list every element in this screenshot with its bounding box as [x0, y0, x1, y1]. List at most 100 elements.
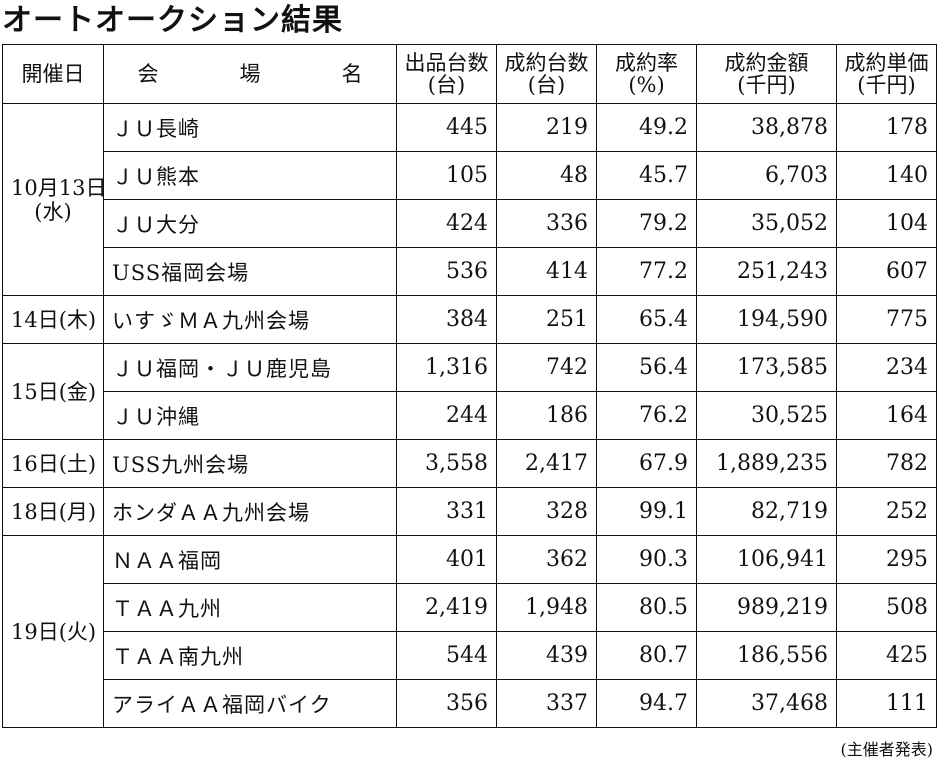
- contracted-cell: 219: [496, 103, 597, 152]
- unit-price-cell: 178: [836, 103, 937, 152]
- table-row: ＴＡＡ九州 2,419 1,948 80.5 989,219 508: [3, 583, 937, 632]
- table-row: ＪＵ熊本 105 48 45.7 6,703 140: [3, 151, 937, 200]
- amount-cell: 38,878: [696, 103, 837, 152]
- rate-cell: 56.4: [596, 343, 697, 392]
- table-row: アライＡＡ福岡バイク 356 337 94.7 37,468 111: [3, 679, 937, 728]
- venue-cell: USS福岡会場: [103, 247, 397, 296]
- listed-cell: 244: [396, 391, 497, 440]
- header-amount-unit: (千円): [737, 73, 796, 97]
- header-venue-char-2: 場: [239, 62, 261, 86]
- date-label: 14日(木): [11, 307, 97, 332]
- date-cell: 14日(木): [2, 295, 104, 344]
- amount-cell: 173,585: [696, 343, 837, 392]
- amount-cell: 82,719: [696, 487, 837, 536]
- unit-price-cell: 234: [836, 343, 937, 392]
- header-amount-label: 成約金額: [724, 51, 809, 75]
- contracted-cell: 1,948: [496, 583, 597, 632]
- listed-cell: 536: [396, 247, 497, 296]
- rate-cell: 67.9: [596, 439, 697, 488]
- source-note: (主催者発表): [840, 740, 934, 759]
- rate-cell: 94.7: [596, 679, 697, 728]
- header-date: 開催日: [2, 44, 104, 104]
- rate-cell: 80.7: [596, 631, 697, 680]
- venue-cell: ＪＵ大分: [103, 199, 397, 248]
- rate-cell: 49.2: [596, 103, 697, 152]
- table-row: 15日(金) ＪＵ福岡・ＪＵ鹿児島 1,316 742 56.4 173,585 234: [2, 343, 937, 440]
- rate-cell: 45.7: [596, 151, 697, 200]
- table-row: ＪＵ沖縄 244 186 76.2 30,525 164: [3, 391, 937, 440]
- amount-cell: 1,889,235: [696, 439, 837, 488]
- contracted-cell: 439: [496, 631, 597, 680]
- header-amount: 成約金額 (千円): [696, 44, 837, 104]
- header-rate-label: 成約率: [615, 51, 678, 75]
- venue-cell: ＮＡＡ福岡: [103, 535, 397, 584]
- amount-cell: 989,219: [696, 583, 837, 632]
- table-row: 18日(月) ホンダＡＡ九州会場 331 328 99.1 82,719 252: [2, 487, 937, 536]
- unit-price-cell: 140: [836, 151, 937, 200]
- header-contracted: 成約台数 (台): [496, 44, 597, 104]
- rate-cell: 76.2: [596, 391, 697, 440]
- venue-cell: ＪＵ長崎: [103, 103, 397, 152]
- date-cell: 16日(土): [2, 439, 104, 488]
- table-row: 10月13日 (水) ＪＵ長崎 445 219 49.2 38,878 178: [2, 103, 937, 296]
- venue-cell: ＪＵ熊本: [103, 151, 397, 200]
- venue-cell: いすゞＭＡ九州会場: [103, 295, 397, 344]
- rate-cell: 77.2: [596, 247, 697, 296]
- unit-price-cell: 607: [836, 247, 937, 296]
- table-row: 19日(火) ＮＡＡ福岡 401 362 90.3 106,941 295: [2, 535, 937, 728]
- date-label: 18日(月): [11, 499, 97, 524]
- unit-price-cell: 508: [836, 583, 937, 632]
- table-row: ＪＵ大分 424 336 79.2 35,052 104: [3, 199, 937, 248]
- amount-cell: 106,941: [696, 535, 837, 584]
- header-listed: 出品台数 (台): [396, 44, 497, 104]
- unit-price-cell: 104: [836, 199, 937, 248]
- unit-price-cell: 775: [836, 295, 937, 344]
- contracted-cell: 362: [496, 535, 597, 584]
- date-cell: 19日(火): [2, 535, 104, 728]
- date-cell: 10月13日 (水): [2, 103, 104, 296]
- contracted-cell: 414: [496, 247, 597, 296]
- date-weekday: (水): [34, 199, 72, 224]
- header-venue: 会場名: [103, 44, 397, 104]
- listed-cell: 401: [396, 535, 497, 584]
- listed-cell: 105: [396, 151, 497, 200]
- unit-price-cell: 782: [836, 439, 937, 488]
- venue-cell: アライＡＡ福岡バイク: [103, 679, 397, 728]
- date-label: 16日(土): [11, 451, 97, 476]
- header-row: 開催日 会場名 出品台数 (台) 成約台数 (台) 成約率 (%) 成約金額 (千円) …: [2, 44, 937, 104]
- amount-cell: 186,556: [696, 631, 837, 680]
- header-venue-char-1: 会: [137, 62, 159, 86]
- header-listed-label: 出品台数: [404, 51, 489, 75]
- contracted-cell: 251: [496, 295, 597, 344]
- contracted-cell: 48: [496, 151, 597, 200]
- table-row: 14日(木) いすゞＭＡ九州会場 384 251 65.4 194,590 775: [2, 295, 937, 344]
- table-row: USS福岡会場 536 414 77.2 251,243 607: [3, 247, 937, 296]
- date-label: 10月13日: [11, 175, 104, 200]
- contracted-cell: 336: [496, 199, 597, 248]
- contracted-cell: 186: [496, 391, 597, 440]
- listed-cell: 544: [396, 631, 497, 680]
- contracted-cell: 742: [496, 343, 597, 392]
- rate-cell: 80.5: [596, 583, 697, 632]
- header-rate: 成約率 (%): [596, 44, 697, 104]
- date-cell: 18日(月): [2, 487, 104, 536]
- unit-price-cell: 111: [836, 679, 937, 728]
- amount-cell: 35,052: [696, 199, 837, 248]
- contracted-cell: 2,417: [496, 439, 597, 488]
- amount-cell: 194,590: [696, 295, 837, 344]
- header-contracted-label: 成約台数: [504, 51, 589, 75]
- rate-cell: 90.3: [596, 535, 697, 584]
- amount-cell: 30,525: [696, 391, 837, 440]
- results-body: 10月13日 (水) ＪＵ長崎 445 219 49.2 38,878 178 ＪＵ熊本 105 4…: [2, 103, 937, 728]
- listed-cell: 384: [396, 295, 497, 344]
- unit-price-cell: 252: [836, 487, 937, 536]
- rate-cell: 79.2: [596, 199, 697, 248]
- unit-price-cell: 425: [836, 631, 937, 680]
- header-unit-price-label: 成約単価: [844, 51, 929, 75]
- contracted-cell: 337: [496, 679, 597, 728]
- amount-cell: 251,243: [696, 247, 837, 296]
- listed-cell: 445: [396, 103, 497, 152]
- listed-cell: 2,419: [396, 583, 497, 632]
- venue-cell: ホンダＡＡ九州会場: [103, 487, 397, 536]
- header-contracted-unit: (台): [527, 73, 566, 97]
